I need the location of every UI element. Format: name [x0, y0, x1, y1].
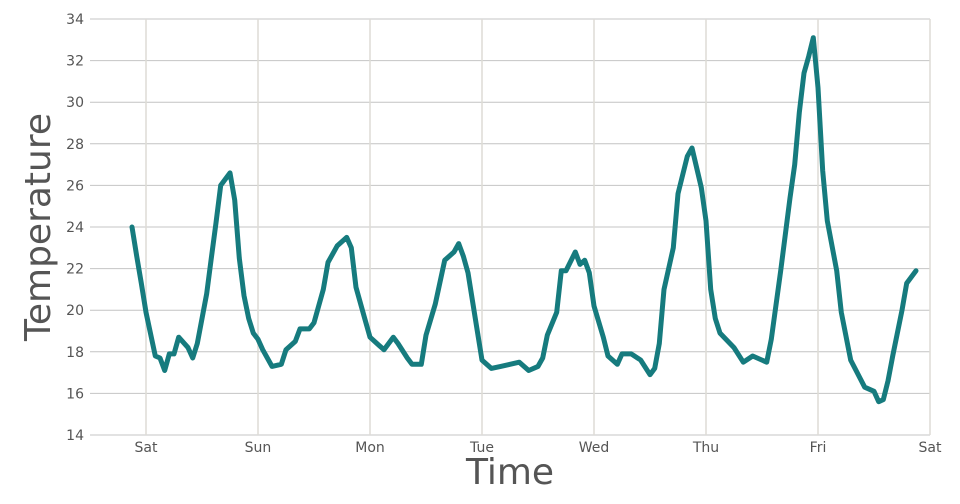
y-tick-label: 16	[66, 386, 84, 402]
x-tick-label: Sun	[245, 440, 272, 456]
x-tick-label: Sat	[135, 440, 158, 456]
y-tick-label: 28	[66, 137, 84, 153]
x-axis-label: Time	[465, 452, 554, 493]
x-tick-label: Tue	[469, 440, 494, 456]
y-tick-label: 14	[66, 428, 84, 444]
y-tick-label: 34	[66, 12, 84, 28]
x-tick-label: Fri	[810, 440, 827, 456]
x-tick-label: Mon	[355, 440, 385, 456]
x-tick-label: Wed	[579, 440, 610, 456]
x-tick-label: Thu	[692, 440, 719, 456]
y-tick-label: 32	[66, 54, 84, 70]
y-tick-label: 20	[66, 303, 84, 319]
y-axis-label: Temperature	[18, 113, 59, 342]
y-tick-label: 26	[66, 178, 84, 194]
y-tick-label: 30	[66, 95, 84, 111]
x-tick-label: Sat	[919, 440, 942, 456]
grid	[90, 18, 931, 436]
y-tick-label: 18	[66, 345, 84, 361]
x-axis-ticks: Sat Sun Mon Tue Wed Thu Fri Sat	[135, 440, 942, 456]
y-tick-label: 24	[66, 220, 84, 236]
series-line	[129, 35, 919, 405]
y-axis-ticks: 14 16 18 20 22 24 26 28 30 32 34	[66, 12, 84, 444]
y-tick-label: 22	[66, 262, 84, 278]
